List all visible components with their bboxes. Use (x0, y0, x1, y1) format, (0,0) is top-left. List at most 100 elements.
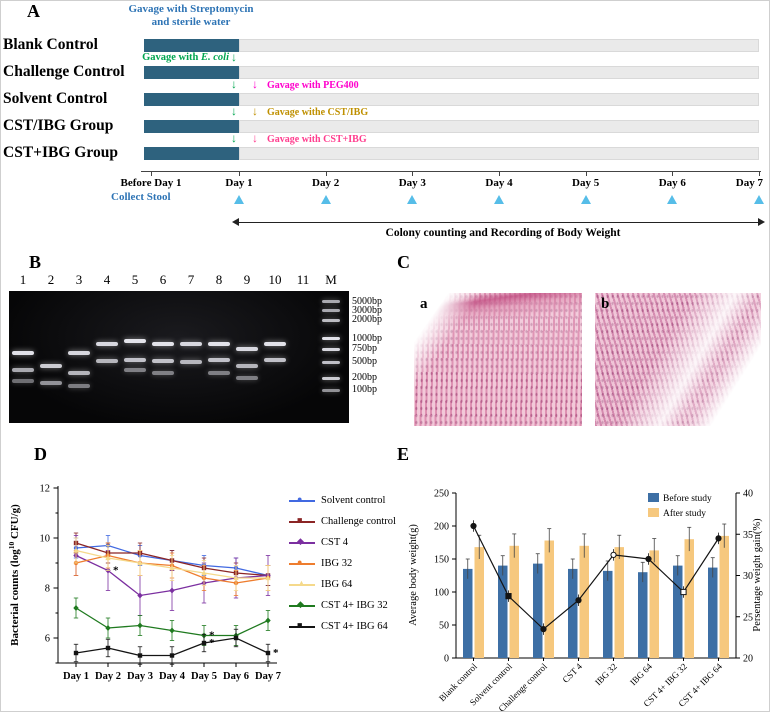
treatment-bar-light (239, 66, 759, 79)
histology-image-b: b (595, 293, 761, 426)
timeline-tick (759, 171, 760, 176)
svg-text:30: 30 (743, 571, 753, 582)
histology-image-a: a (414, 293, 582, 426)
timeline-tick (239, 171, 240, 176)
gel-band (322, 318, 340, 322)
treatment-bar-dark (144, 147, 239, 160)
svg-text:250: 250 (434, 489, 449, 500)
timeline-tick (499, 171, 500, 176)
gel-bp-label: 2000bp (352, 314, 382, 326)
ecoli-arrow-icon: ↓ (231, 131, 237, 145)
timeline-label: Before Day 1 (120, 177, 182, 189)
histology-a-letter: a (420, 296, 428, 312)
gel-lane-label: 3 (75, 272, 83, 287)
svg-text:Day 4: Day 4 (159, 671, 186, 682)
gel-lane-label: 11 (296, 272, 310, 287)
legend-marker-icon: ◆ (297, 535, 304, 546)
group-label: Blank Control (3, 36, 98, 53)
gel-lane-label: 8 (215, 272, 223, 287)
streptomycin-note-line1: Gavage with Streptomycin (128, 3, 254, 15)
treatment-bar-dark (144, 39, 239, 52)
colony-counting-label: Colony counting and Recording of Body We… (385, 227, 621, 239)
gel-bp-label: 500bp (352, 356, 377, 368)
ecoli-note-species: E. coli (201, 52, 229, 63)
gel-band (180, 360, 202, 365)
legend-marker-icon: ◆ (297, 598, 304, 609)
span-arrow-left-head-icon (232, 218, 239, 226)
timeline-label: Day 4 (485, 177, 513, 189)
gel-band (68, 351, 90, 356)
ecoli-note-prefix: Gavage with (142, 52, 201, 63)
legend-item: ▲ IBG 64 (289, 574, 396, 595)
histology-b-letter: b (601, 296, 610, 312)
svg-text:Day 7: Day 7 (255, 671, 281, 682)
treatment-label: Gavage with PEG400 (267, 80, 359, 91)
legend-marker-icon: ▲ (297, 577, 306, 588)
legend-label: IBG 64 (321, 579, 353, 590)
svg-text:50: 50 (439, 621, 449, 632)
span-arrow-line (238, 222, 759, 223)
legend-marker-icon: ● (297, 556, 303, 567)
svg-text:10: 10 (40, 534, 51, 545)
legend-marker-icon: ● (297, 493, 303, 504)
treatment-label: Gavage with CST+IBG (267, 134, 367, 145)
legend-label: Challenge control (321, 516, 396, 527)
legend-label: CST 4+ IBG 64 (321, 621, 388, 632)
gel-band (68, 384, 90, 389)
svg-text:Bacterial counts (log10 CFU/g): Bacterial counts (log10 CFU/g) (7, 504, 21, 646)
timeline-tick (151, 171, 152, 176)
panel-d-label: D (34, 444, 47, 464)
legend-item: ◆ CST 4 (289, 532, 396, 553)
gel-lane-label: M (325, 272, 337, 287)
legend-label: Solvent control (321, 495, 386, 506)
gel-band (322, 388, 340, 392)
gel-band (236, 347, 258, 352)
panel-c-label: C (397, 252, 410, 272)
collect-stool-label: Collect Stool (111, 191, 171, 203)
svg-text:IBG 32: IBG 32 (593, 661, 619, 687)
ecoli-gavage-note: Gavage with E. coli (119, 52, 229, 63)
svg-text:Day 3: Day 3 (127, 671, 153, 682)
body-weight-chart: 0 50 100 150 200 250 20 25 30 35 40 Average body we… (408, 489, 763, 712)
gel-band (264, 357, 286, 362)
svg-text:Persentage weight gain(%): Persentage weight gain(%) (752, 518, 763, 632)
treatment-bar-light (239, 93, 759, 106)
gel-band (322, 360, 340, 364)
legend-marker-icon: ■ (297, 514, 303, 525)
ecoli-arrow-icon: ↓ (231, 104, 237, 118)
svg-text:100: 100 (434, 588, 449, 599)
legend-item: ● Solvent control (289, 490, 396, 511)
gel-lane-label: 10 (268, 272, 282, 287)
gel-band (68, 370, 90, 375)
legend-line-sample: ◆ (289, 536, 315, 546)
gel-lane-label: 2 (47, 272, 55, 287)
svg-text:Average body weight(g): Average body weight(g) (408, 524, 419, 626)
treatment-bar-light (239, 39, 759, 52)
timeline-label: Day 3 (398, 177, 426, 189)
timeline-label: Day 2 (312, 177, 340, 189)
legend-item: ■ Challenge control (289, 511, 396, 532)
stool-collection-marker-icon (580, 195, 591, 204)
gel-lane-label: 7 (187, 272, 195, 287)
gel-lane-label: 6 (159, 272, 167, 287)
legend-marker-icon: ■ (297, 619, 303, 630)
group-label: CST/IBG Group (3, 117, 114, 134)
ecoli-arrow-icon: ↓ (231, 50, 237, 64)
gel-band (322, 337, 340, 341)
svg-text:6: 6 (45, 634, 50, 645)
legend-item: ● IBG 32 (289, 553, 396, 574)
chart-d-legend: ● Solvent control ■ Challenge control ◆ CST 4… (289, 490, 396, 637)
svg-text:25: 25 (743, 612, 753, 623)
svg-text:Day 1: Day 1 (63, 671, 89, 682)
svg-text:35: 35 (743, 530, 753, 541)
legend-line-sample: ● (289, 557, 315, 567)
stool-collection-marker-icon (320, 195, 331, 204)
streptomycin-note-line2: and sterile water (151, 16, 231, 28)
legend-item: ◆ CST 4+ IBG 32 (289, 595, 396, 616)
gel-band (322, 347, 340, 351)
timeline-label: Day 1 (225, 177, 253, 189)
gel-band (12, 378, 34, 383)
bacterial-counts-chart: 6 8 10 12 Day 1 Day 2 Day 3 Day 4 Day 5 Day 6 Day … (7, 484, 281, 683)
svg-text:*: * (209, 630, 215, 642)
